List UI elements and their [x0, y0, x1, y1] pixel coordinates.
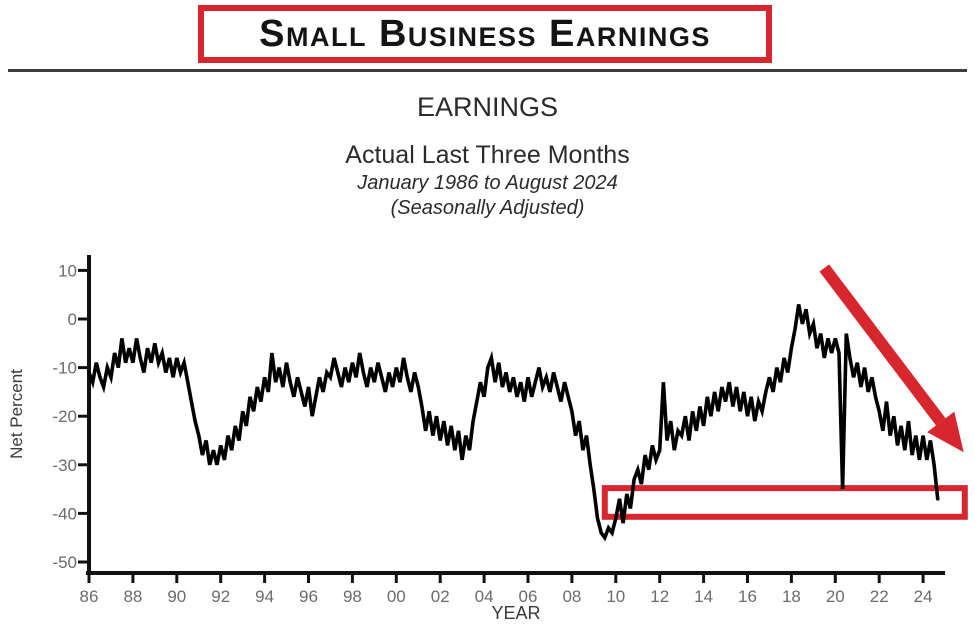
title-banner: Small Business Earnings — [198, 5, 772, 63]
x-tick-label: 10 — [606, 587, 625, 606]
x-axis-title: YEAR — [491, 603, 540, 623]
chart-subtitle: Actual Last Three Months — [345, 141, 630, 169]
chart-title: EARNINGS — [416, 92, 559, 122]
trend-arrow-shaft — [819, 264, 946, 426]
x-tick-label: 94 — [255, 587, 274, 606]
x-tick-label: 08 — [562, 587, 581, 606]
x-tick-label: 90 — [167, 587, 186, 606]
y-tick-label: -20 — [52, 407, 77, 426]
divider-rule — [8, 69, 967, 72]
x-tick-label: 14 — [694, 587, 713, 606]
y-tick-label: -10 — [52, 359, 77, 378]
x-tick-label: 22 — [870, 587, 889, 606]
x-tick-label: 00 — [387, 587, 406, 606]
series-line — [87, 304, 940, 542]
y-tick-label: 10 — [58, 261, 77, 280]
x-tick-label: 06 — [519, 587, 538, 606]
x-tick-label: 16 — [738, 587, 757, 606]
y-tick-label: -40 — [52, 504, 77, 523]
chart-note: (Seasonally Adjusted) — [390, 197, 585, 219]
y-tick-label: 0 — [68, 310, 77, 329]
x-tick-label: 12 — [650, 587, 669, 606]
x-tick-label: 02 — [431, 587, 450, 606]
x-tick-label: 20 — [826, 587, 845, 606]
chart-period: January 1986 to August 2024 — [357, 172, 618, 194]
y-axis-title: Net Percent — [7, 369, 26, 459]
x-tick-label: 92 — [211, 587, 230, 606]
y-tick-label: -50 — [52, 553, 77, 572]
x-tick-label: 04 — [475, 587, 494, 606]
highlight-box — [601, 485, 968, 520]
x-tick-label: 88 — [123, 587, 142, 606]
x-tick-label: 24 — [914, 587, 933, 606]
page-title: Small Business Earnings — [259, 12, 711, 55]
x-tick-label: 98 — [343, 587, 362, 606]
x-tick-label: 86 — [80, 587, 99, 606]
y-tick-label: -30 — [52, 456, 77, 475]
x-tick-label: 18 — [782, 587, 801, 606]
x-tick-label: 96 — [299, 587, 318, 606]
trend-arrow-head — [927, 411, 964, 453]
